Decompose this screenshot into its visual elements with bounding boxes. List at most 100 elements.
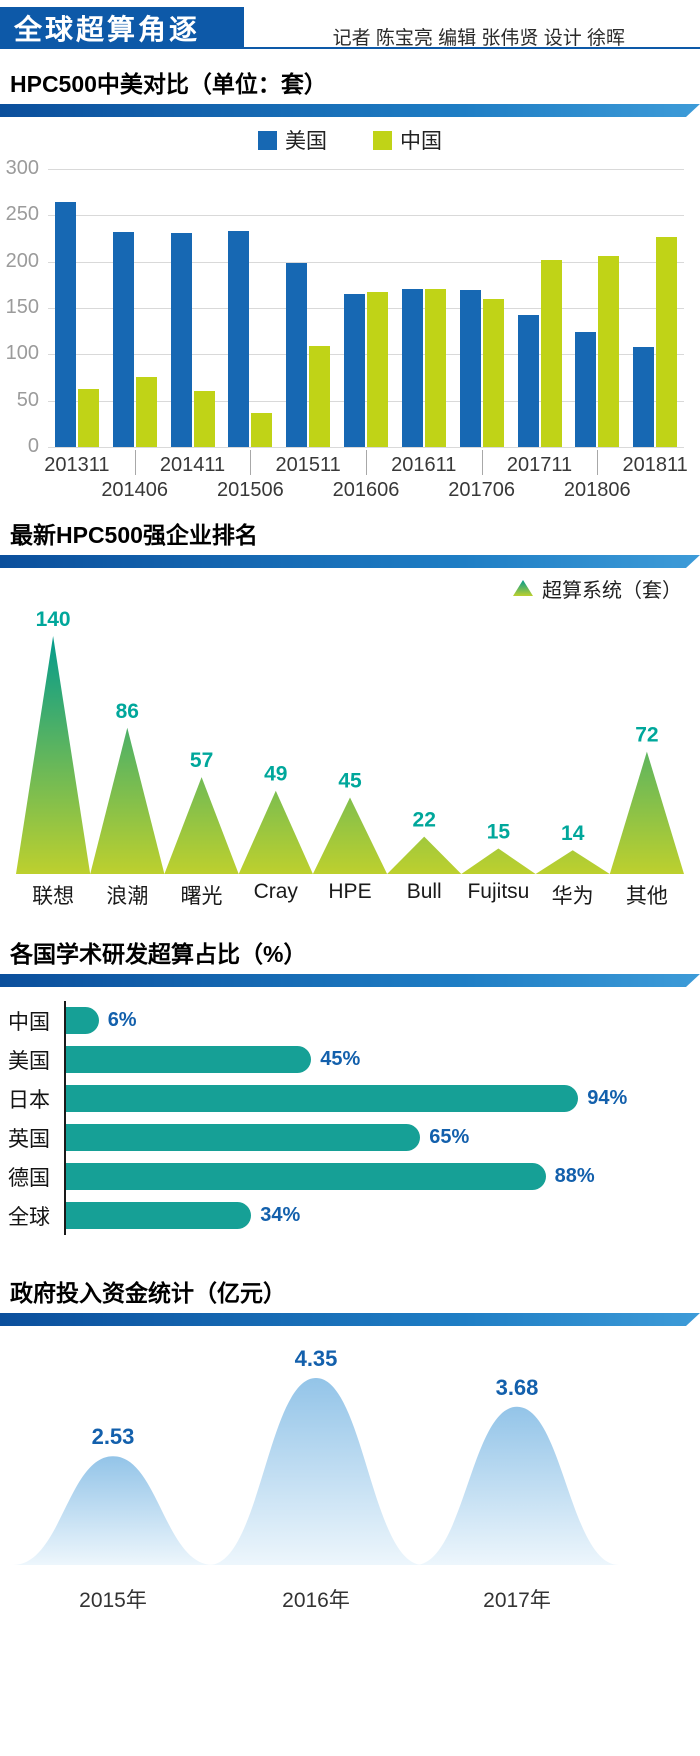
vendor-label: Fujitsu — [467, 880, 530, 903]
x-tick-mark — [366, 450, 367, 475]
funding-value-label: 2.53 — [92, 1424, 135, 1449]
mountain-chart-labels: 联想 浪潮 曙光 Cray HPE Bull Fujitsu 华为 其他 — [16, 880, 684, 910]
country-row: 英国 65% — [8, 1118, 700, 1157]
share-bar — [66, 1046, 312, 1073]
country-row: 美国 45% — [8, 1040, 700, 1079]
year-label: 2016年 — [282, 1589, 350, 1612]
x-tick-label: 201411 — [159, 454, 226, 476]
peak-value-label: 49 — [264, 763, 287, 786]
vendor-label: Cray — [253, 880, 298, 903]
bar-track: 34% — [64, 1196, 700, 1235]
cn-bar — [193, 390, 215, 447]
x-tick-label: 201506 — [217, 479, 284, 501]
country-label: 德国 — [8, 1166, 50, 1190]
country-row: 德国 88% — [8, 1157, 700, 1196]
mountain-peak — [164, 777, 239, 874]
x-tick-mark — [250, 450, 252, 475]
grid-line — [48, 308, 684, 309]
triangle-legend-icon — [513, 580, 533, 596]
legend-label-cn: 中国 — [400, 130, 442, 153]
cn-bar — [482, 298, 504, 447]
bar-track: 94% — [64, 1079, 700, 1118]
vendor-label: 浪潮 — [106, 885, 149, 908]
legend-label-systems: 超算系统（套） — [542, 579, 682, 602]
section-vendor-ranking: 最新HPC500强企业排名 超算系统（套） 140 86 57 49 45 22 15 14 7… — [0, 521, 700, 910]
country-label: 英国 — [8, 1127, 50, 1151]
share-bar — [66, 1124, 421, 1151]
mountain-peak — [312, 797, 388, 874]
country-row: 日本 94% — [8, 1079, 700, 1118]
mountain-peak — [535, 850, 610, 874]
funding-bell — [415, 1406, 619, 1565]
divider-bar — [0, 974, 700, 987]
us-bar — [401, 288, 423, 447]
year-label: 2015年 — [79, 1589, 147, 1612]
mountain-peak — [609, 751, 684, 874]
x-tick-label: 201311 — [44, 454, 110, 476]
x-tick-label: 201811 — [622, 454, 688, 476]
chart2-legend: 超算系统（套） — [0, 576, 682, 602]
wave-chart-labels: 2015年 2016年 2017年 — [0, 1584, 700, 1614]
peak-value-label: 45 — [338, 770, 362, 793]
peak-value-label: 57 — [190, 749, 213, 772]
us-bar — [575, 332, 597, 447]
legend-label-us: 美国 — [285, 130, 327, 153]
header: 全球超算角逐 记者 陈宝亮 编辑 张伟贤 设计 徐晖 — [0, 0, 700, 56]
y-tick-label: 50 — [16, 388, 39, 411]
horizontal-bar-chart: 中国 6% 美国 45% 日本 94% 英国 65% 德国 88% 全球 34% — [8, 1001, 700, 1235]
us-bar — [459, 290, 481, 447]
grid-line — [48, 169, 684, 170]
cn-bar — [367, 292, 388, 447]
share-value: 6% — [107, 1009, 137, 1031]
share-value: 45% — [320, 1048, 361, 1070]
cn-bar — [77, 388, 99, 447]
us-bar — [344, 294, 365, 447]
country-label: 日本 — [8, 1088, 50, 1112]
cn-swatch — [373, 130, 392, 150]
share-value: 94% — [587, 1087, 628, 1109]
x-tick-label: 201511 — [275, 454, 341, 476]
country-row: 中国 6% — [8, 1001, 700, 1040]
x-tick-mark — [597, 450, 599, 475]
peak-value-label: 22 — [413, 809, 436, 832]
country-row: 全球 34% — [8, 1196, 700, 1235]
bar-track: 6% — [64, 1001, 700, 1040]
section-title-comparison: HPC500中美对比（单位：套） — [10, 71, 327, 97]
peak-value-label: 15 — [487, 821, 511, 844]
vendor-label: 其他 — [625, 885, 668, 908]
divider-bar — [0, 555, 700, 568]
us-bar — [517, 314, 539, 447]
triangle-icon — [513, 580, 533, 596]
us-swatch — [258, 130, 277, 150]
mountain-peak — [461, 848, 536, 874]
cn-bar — [656, 236, 678, 447]
us-bar — [286, 262, 308, 447]
share-bar — [66, 1163, 546, 1190]
mountain-peak — [90, 727, 165, 874]
section-title-ranking: 最新HPC500强企业排名 — [10, 522, 258, 548]
funding-value-label: 4.35 — [295, 1346, 338, 1371]
vendor-label: 曙光 — [180, 885, 223, 908]
section-government-funding: 政府投入资金统计（亿元） 2.53 4.35 3.68 2015年 2016年 2017… — [0, 1279, 700, 1614]
section-us-china-comparison: HPC500中美对比（单位：套） 美国 中国 300 250 200 150 100 50… — [0, 70, 700, 507]
wave-chart: 2.53 4.35 3.68 — [13, 1346, 619, 1565]
x-tick-label: 201706 — [448, 479, 515, 501]
share-value: 65% — [429, 1126, 470, 1148]
mountain-chart: 140 86 57 49 45 22 15 14 72 — [16, 608, 684, 874]
legend-item-cn: 中国 — [373, 125, 442, 155]
mountain-peak — [238, 790, 313, 874]
x-tick-mark — [481, 450, 483, 475]
peak-value-label: 86 — [116, 700, 139, 723]
divider-bar — [0, 1313, 700, 1326]
year-label: 2017年 — [483, 1589, 551, 1612]
cn-bar — [424, 288, 446, 447]
y-tick-label: 300 — [5, 157, 39, 179]
grid-line — [48, 261, 684, 263]
cn-bar — [598, 256, 620, 447]
us-bar — [228, 231, 250, 447]
vendor-label: 华为 — [551, 885, 594, 908]
bar-track: 45% — [64, 1040, 700, 1079]
divider-bar — [0, 104, 700, 117]
y-tick-label: 200 — [5, 249, 39, 272]
vendor-label: HPE — [328, 880, 372, 903]
